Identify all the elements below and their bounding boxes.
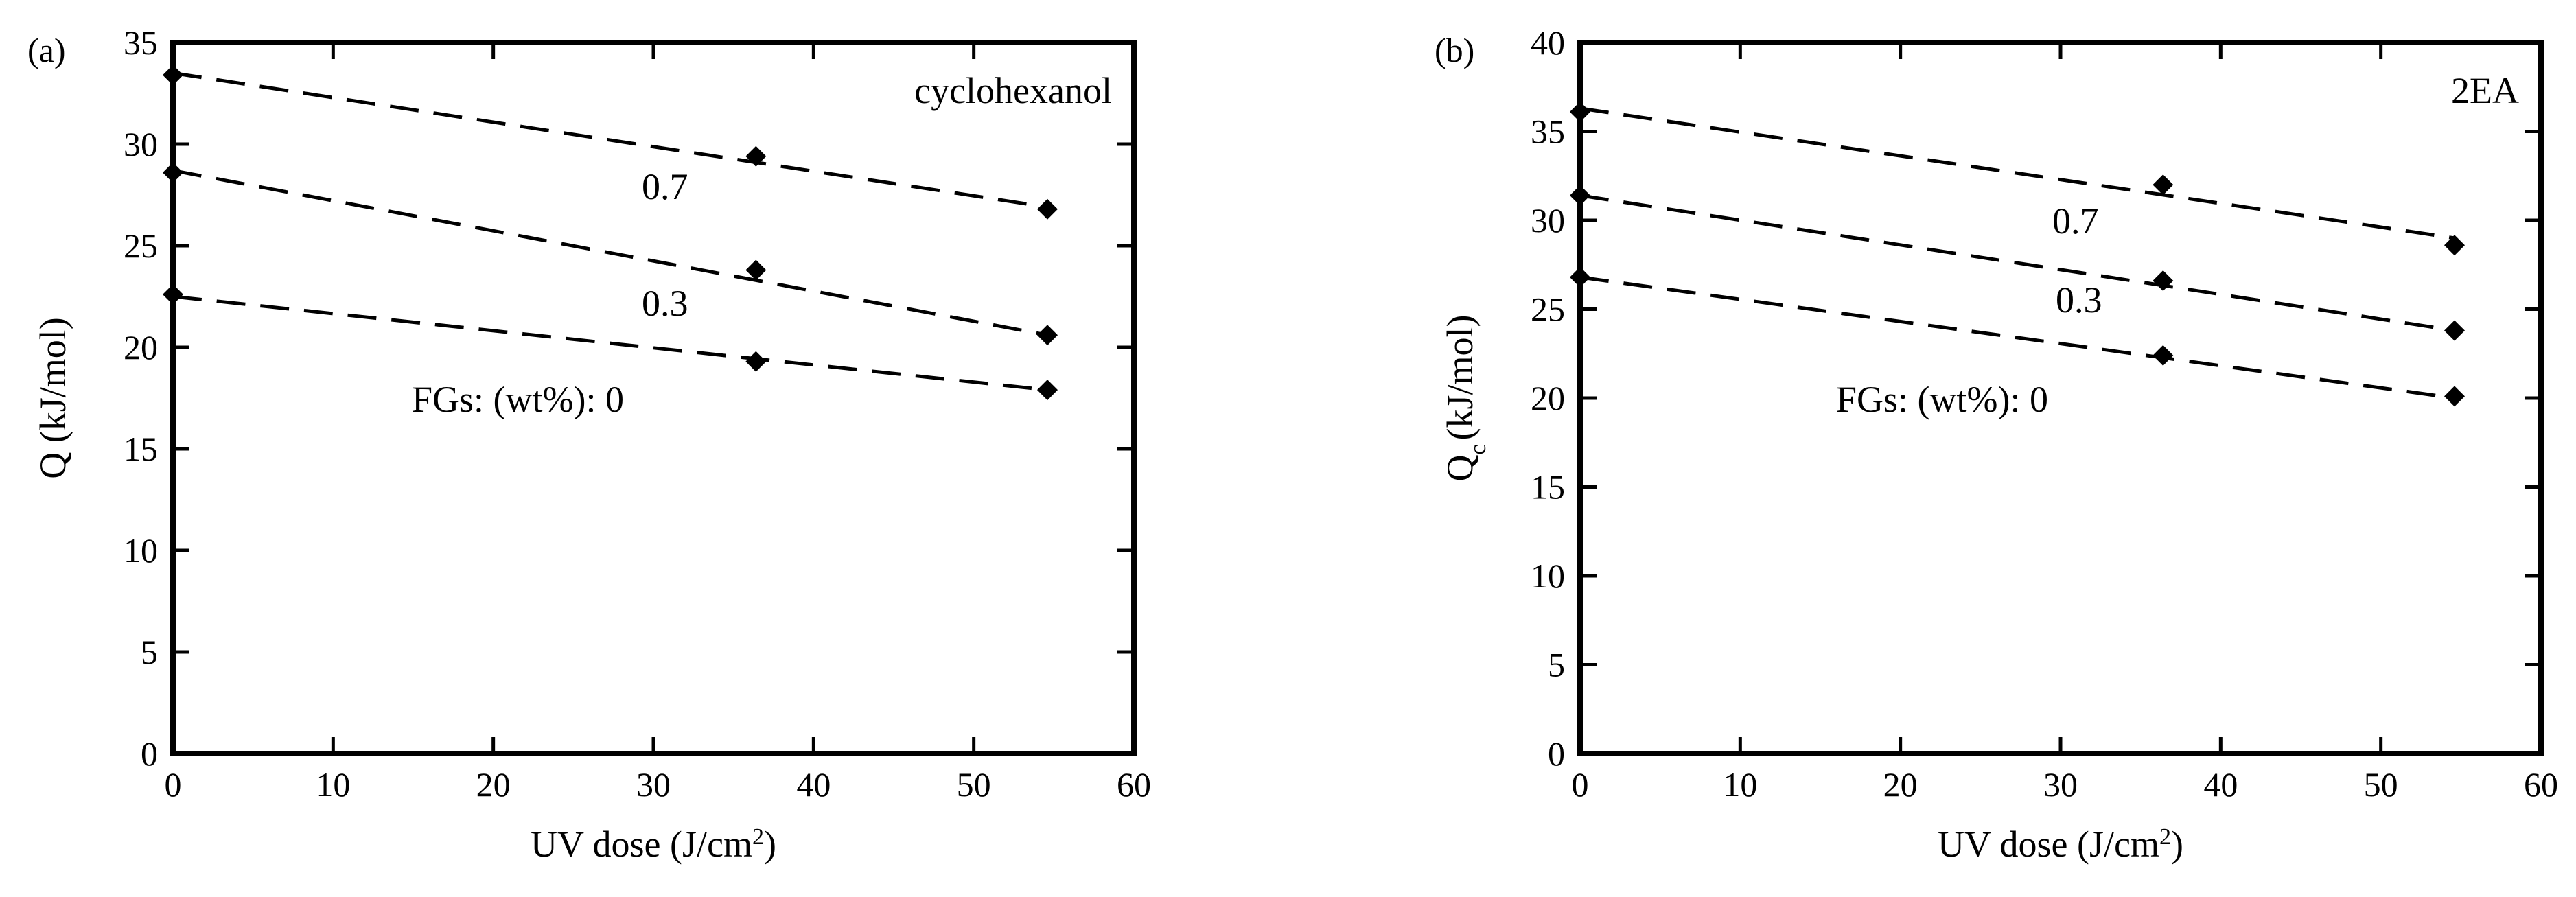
data-point: [2153, 270, 2174, 292]
data-point: [1037, 198, 1058, 220]
series-label: 0.3: [2056, 279, 2102, 321]
y-tick-label: 25: [124, 226, 158, 265]
plot-frame: [1577, 40, 2544, 756]
y-axis-label: Q (kJ/mol): [32, 317, 73, 479]
y-tick-label: 0: [141, 734, 158, 773]
y-tick-label: 10: [1531, 557, 1565, 595]
fit-line: [172, 71, 1048, 209]
x-tick-label: 30: [2043, 765, 2078, 804]
y-tick-label: 30: [124, 125, 158, 163]
panel-label: (a): [27, 31, 66, 69]
y-tick-label: 10: [124, 531, 158, 570]
series-label: 0.7: [642, 166, 688, 207]
y-tick-label: 35: [124, 23, 158, 62]
series-label: FGs: (wt%): 0: [1836, 379, 2048, 420]
y-axis-label: Qc(kJ/mol): [1439, 314, 1491, 481]
panel-label: (b): [1435, 31, 1474, 69]
y-tick-label: 15: [1531, 468, 1565, 506]
data-point: [2153, 345, 2174, 366]
y-tick-label: 5: [1548, 646, 1565, 684]
data-point: [1570, 185, 1590, 206]
x-axis-label: UV dose (J/cm2): [1938, 824, 2183, 865]
y-tick-label: 0: [1548, 734, 1565, 773]
y-tick-label: 15: [124, 430, 158, 468]
x-tick-label: 40: [2203, 765, 2238, 804]
panel-annotation: cyclohexanol: [914, 70, 1112, 111]
data-point: [163, 65, 183, 86]
x-tick-label: 0: [1572, 765, 1589, 804]
x-tick-label: 40: [796, 765, 831, 804]
panel-b: 0 10 20 30 40 50 60 0 5 10 15 20 25 30 35 40 UV dose (J/…: [1435, 23, 2558, 865]
x-axis-label: UV dose (J/cm2): [531, 824, 776, 865]
data-point: [2444, 235, 2465, 256]
y-tick-label: 20: [1531, 379, 1565, 417]
series-label: 0.3: [642, 283, 688, 324]
x-tick-label: 20: [476, 765, 511, 804]
data-point: [2444, 386, 2465, 407]
data-point: [745, 259, 767, 281]
series-label: 0.7: [2052, 200, 2099, 242]
fit-line: [1579, 194, 2455, 333]
x-tick-label: 60: [1117, 765, 1151, 804]
y-tick-label: 35: [1531, 113, 1565, 151]
y-tick-label: 25: [1531, 290, 1565, 329]
x-tick-label: 50: [957, 765, 991, 804]
plot-frame: [170, 40, 1137, 756]
data-point: [1570, 102, 1590, 123]
x-tick-label: 60: [2524, 765, 2558, 804]
data-point: [745, 351, 767, 372]
data-point: [1037, 325, 1058, 346]
y-tick-label: 40: [1531, 23, 1565, 62]
fit-line: [172, 169, 1048, 337]
panel-annotation: 2EA: [2451, 70, 2519, 111]
data-point: [163, 162, 183, 183]
x-tick-label: 50: [2364, 765, 2398, 804]
x-tick-label: 0: [165, 765, 182, 804]
x-tick-label: 20: [1883, 765, 1918, 804]
data-point: [1037, 380, 1058, 401]
y-tick-label: 5: [141, 633, 158, 671]
x-tick-label: 10: [1723, 765, 1757, 804]
x-tick-label: 30: [636, 765, 671, 804]
data-point: [2153, 174, 2174, 196]
fit-line: [172, 294, 1048, 392]
fit-line: [1579, 106, 2455, 240]
data-point: [1570, 266, 1590, 288]
data-point: [745, 145, 767, 167]
series-label: FGs: (wt%): 0: [412, 379, 624, 420]
y-tick-label: 20: [124, 328, 158, 366]
panel-a: 0 10 20 30 40 50 60 0 5 10 15 20 25 30 35 UV dose (J/cm…: [27, 23, 1151, 865]
x-tick-label: 10: [316, 765, 350, 804]
data-point: [2444, 320, 2465, 341]
fit-line: [1579, 275, 2455, 400]
data-point: [163, 284, 183, 305]
y-tick-label: 30: [1531, 201, 1565, 240]
